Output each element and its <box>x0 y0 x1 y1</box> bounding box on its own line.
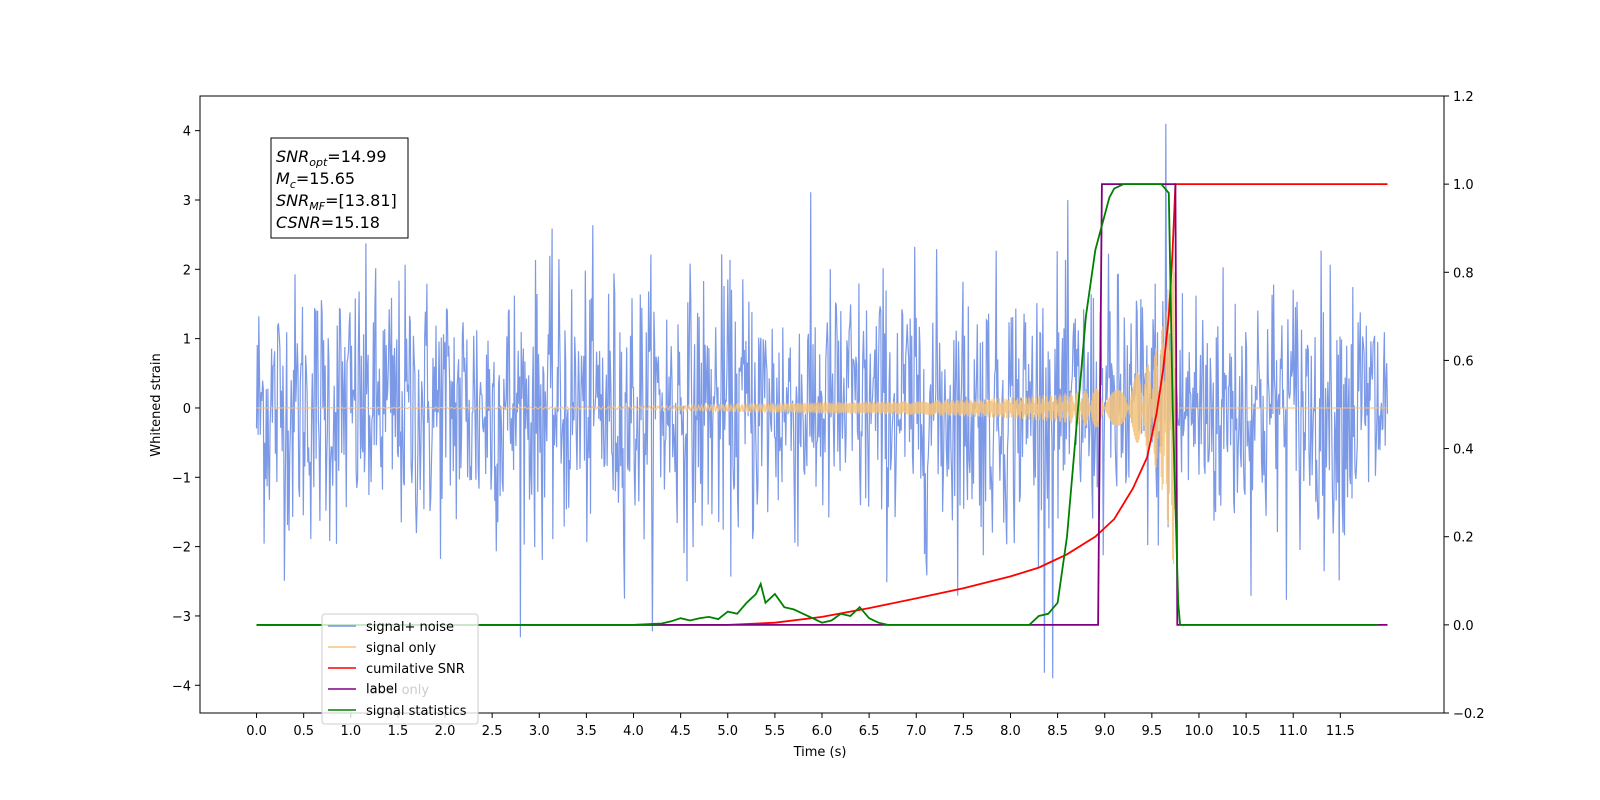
legend-entry-label-only: label only <box>366 683 429 698</box>
y2-tick-label: 1.2 <box>1453 90 1474 105</box>
x-tick-label: 7.0 <box>906 724 927 739</box>
legend-frame <box>321 613 479 725</box>
y2-tick-label: 0.2 <box>1453 531 1474 546</box>
x-tick-label: 11.0 <box>1279 724 1308 739</box>
x-tick-label: 4.0 <box>623 724 644 739</box>
x-tick-label: 10.5 <box>1232 724 1261 739</box>
legend-label-signal-statistics: signal statistics <box>366 704 467 719</box>
y-tick-label: 3 <box>183 194 191 209</box>
y-axis-left: 4 3 2 1 0 −1 −2 −3 −4 <box>172 125 200 694</box>
x-tick-label: 6.5 <box>859 724 880 739</box>
info-snr-opt: SNRopt=14.99 <box>276 147 387 169</box>
legend-entry-signal-noise: signal+ noise <box>328 620 454 635</box>
legend-entry-signal-only: signal only <box>328 641 436 656</box>
y2-tick-label: 0.8 <box>1453 266 1474 281</box>
y-tick-label: −1 <box>172 471 191 486</box>
x-tick-label: 4.5 <box>670 724 691 739</box>
x-tick-label: 5.5 <box>765 724 786 739</box>
x-tick-label: 3.5 <box>576 724 597 739</box>
x-tick-label: 2.5 <box>482 724 503 739</box>
series-cumulative-snr <box>256 183 1388 626</box>
x-tick-label: 7.5 <box>953 724 974 739</box>
x-tick-label: 5.0 <box>717 724 738 739</box>
x-axis-title: Time (s) <box>793 745 847 760</box>
legend-label-label-only: label only <box>366 683 429 698</box>
x-tick-label: 11.5 <box>1326 724 1355 739</box>
info-snr-mf: SNRMF=[13.81] <box>276 191 397 213</box>
legend-entry-cumulative-snr: cumilative SNR <box>328 662 465 677</box>
x-tick-label: 6.0 <box>812 724 833 739</box>
y-axis-title: Whitened strain <box>149 353 164 456</box>
x-tick-label: 0.5 <box>293 724 314 739</box>
y-tick-label: 0 <box>183 402 191 417</box>
x-axis: 0.0 0.5 1.0 1.5 2.0 2.5 3.0 3.5 4.0 4.5 5.0 5.5 6.0 6… <box>246 713 1355 739</box>
info-mc: Mc=15.65 <box>276 169 355 191</box>
y-tick-label: −4 <box>172 679 191 694</box>
series-signal-noise <box>255 123 1389 679</box>
legend-label-signal-noise: signal+ noise <box>366 620 454 635</box>
x-tick-label: 10.0 <box>1184 724 1213 739</box>
series-signal-statistics <box>256 183 1378 626</box>
series-layer <box>255 123 1389 679</box>
x-tick-label: 3.0 <box>529 724 550 739</box>
y-tick-label: 4 <box>183 125 191 140</box>
info-box: SNRopt=14.99 Mc=15.65 SNRMF=[13.81] CSNR… <box>270 137 409 239</box>
info-csnr: CSNR=15.18 <box>276 213 380 232</box>
y2-tick-label: 0.0 <box>1453 619 1474 634</box>
legend: signal+ noise signal only cumilative SNR… <box>321 613 479 725</box>
x-tick-label: 0.0 <box>246 724 267 739</box>
x-tick-label: 8.0 <box>1000 724 1021 739</box>
y2-tick-label: −0.2 <box>1453 707 1485 722</box>
y-tick-label: −3 <box>172 610 191 625</box>
y-tick-label: 1 <box>183 333 191 348</box>
y-tick-label: −2 <box>172 541 191 556</box>
x-tick-label: 9.0 <box>1094 724 1115 739</box>
x-tick-label: 1.5 <box>388 724 409 739</box>
x-tick-label: 2.0 <box>435 724 456 739</box>
series-signal-only <box>256 246 1388 565</box>
y2-tick-label: 0.6 <box>1453 354 1474 369</box>
y2-tick-label: 0.4 <box>1453 443 1474 458</box>
legend-label-signal-only: signal only <box>366 641 436 656</box>
info-box-frame <box>270 137 409 239</box>
legend-entry-label: label <box>328 682 397 697</box>
legend-label-cumulative-snr: cumilative SNR <box>366 662 465 677</box>
x-tick-label: 8.5 <box>1047 724 1068 739</box>
legend-label-label: label <box>366 682 397 697</box>
y-tick-label: 2 <box>183 263 191 278</box>
legend-entry-signal-statistics: signal statistics <box>328 704 467 719</box>
y2-tick-label: 1.0 <box>1453 178 1474 193</box>
x-tick-label: 9.5 <box>1142 724 1163 739</box>
y-axis-right: 1.2 1.0 0.8 0.6 0.4 0.2 0.0 −0.2 <box>1444 90 1485 722</box>
x-tick-label: 1.0 <box>340 724 361 739</box>
